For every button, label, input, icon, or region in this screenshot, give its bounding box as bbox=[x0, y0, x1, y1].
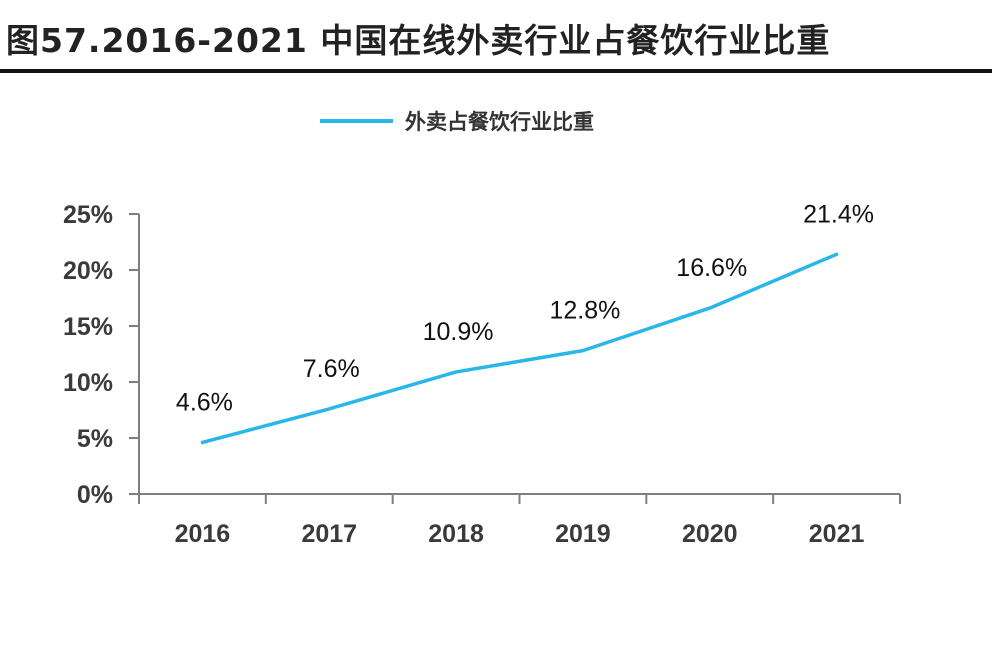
y-tick-label: 0% bbox=[77, 481, 113, 509]
data-labels: 4.6% 7.6% 10.9% 12.8% 16.6% 21.4% bbox=[176, 200, 874, 416]
x-axis-ticks: 2016 2017 2018 2019 2020 2021 bbox=[138, 494, 901, 548]
x-tick-label: 2016 bbox=[175, 520, 231, 548]
y-tick-label: 5% bbox=[77, 425, 113, 453]
axes bbox=[129, 214, 900, 502]
legend: 外卖占餐饮行业比重 bbox=[320, 110, 594, 134]
chart-title: 图57.2016-2021 中国在线外卖行业占餐饮行业比重 bbox=[6, 21, 831, 60]
x-tick-label: 2019 bbox=[555, 520, 611, 548]
y-tick-label: 10% bbox=[63, 369, 113, 397]
data-label: 10.9% bbox=[423, 318, 494, 346]
x-tick-label: 2021 bbox=[809, 520, 865, 548]
data-label: 4.6% bbox=[176, 388, 233, 416]
legend-label: 外卖占餐饮行业比重 bbox=[405, 110, 594, 134]
x-tick-label: 2017 bbox=[301, 520, 357, 548]
series-line bbox=[200, 252, 839, 445]
x-tick-label: 2018 bbox=[428, 520, 484, 548]
data-label: 16.6% bbox=[676, 254, 747, 282]
data-label: 7.6% bbox=[303, 355, 360, 383]
y-tick-label: 25% bbox=[63, 201, 113, 229]
x-tick-label: 2020 bbox=[682, 520, 738, 548]
data-label: 21.4% bbox=[803, 200, 874, 228]
y-tick-label: 20% bbox=[63, 257, 113, 285]
series-group bbox=[200, 252, 839, 445]
data-label: 12.8% bbox=[549, 297, 620, 325]
title-underline bbox=[0, 69, 992, 73]
y-axis-ticks: 0% 5% 10% 15% 20% 25% bbox=[63, 201, 139, 509]
y-tick-label: 15% bbox=[63, 313, 113, 341]
